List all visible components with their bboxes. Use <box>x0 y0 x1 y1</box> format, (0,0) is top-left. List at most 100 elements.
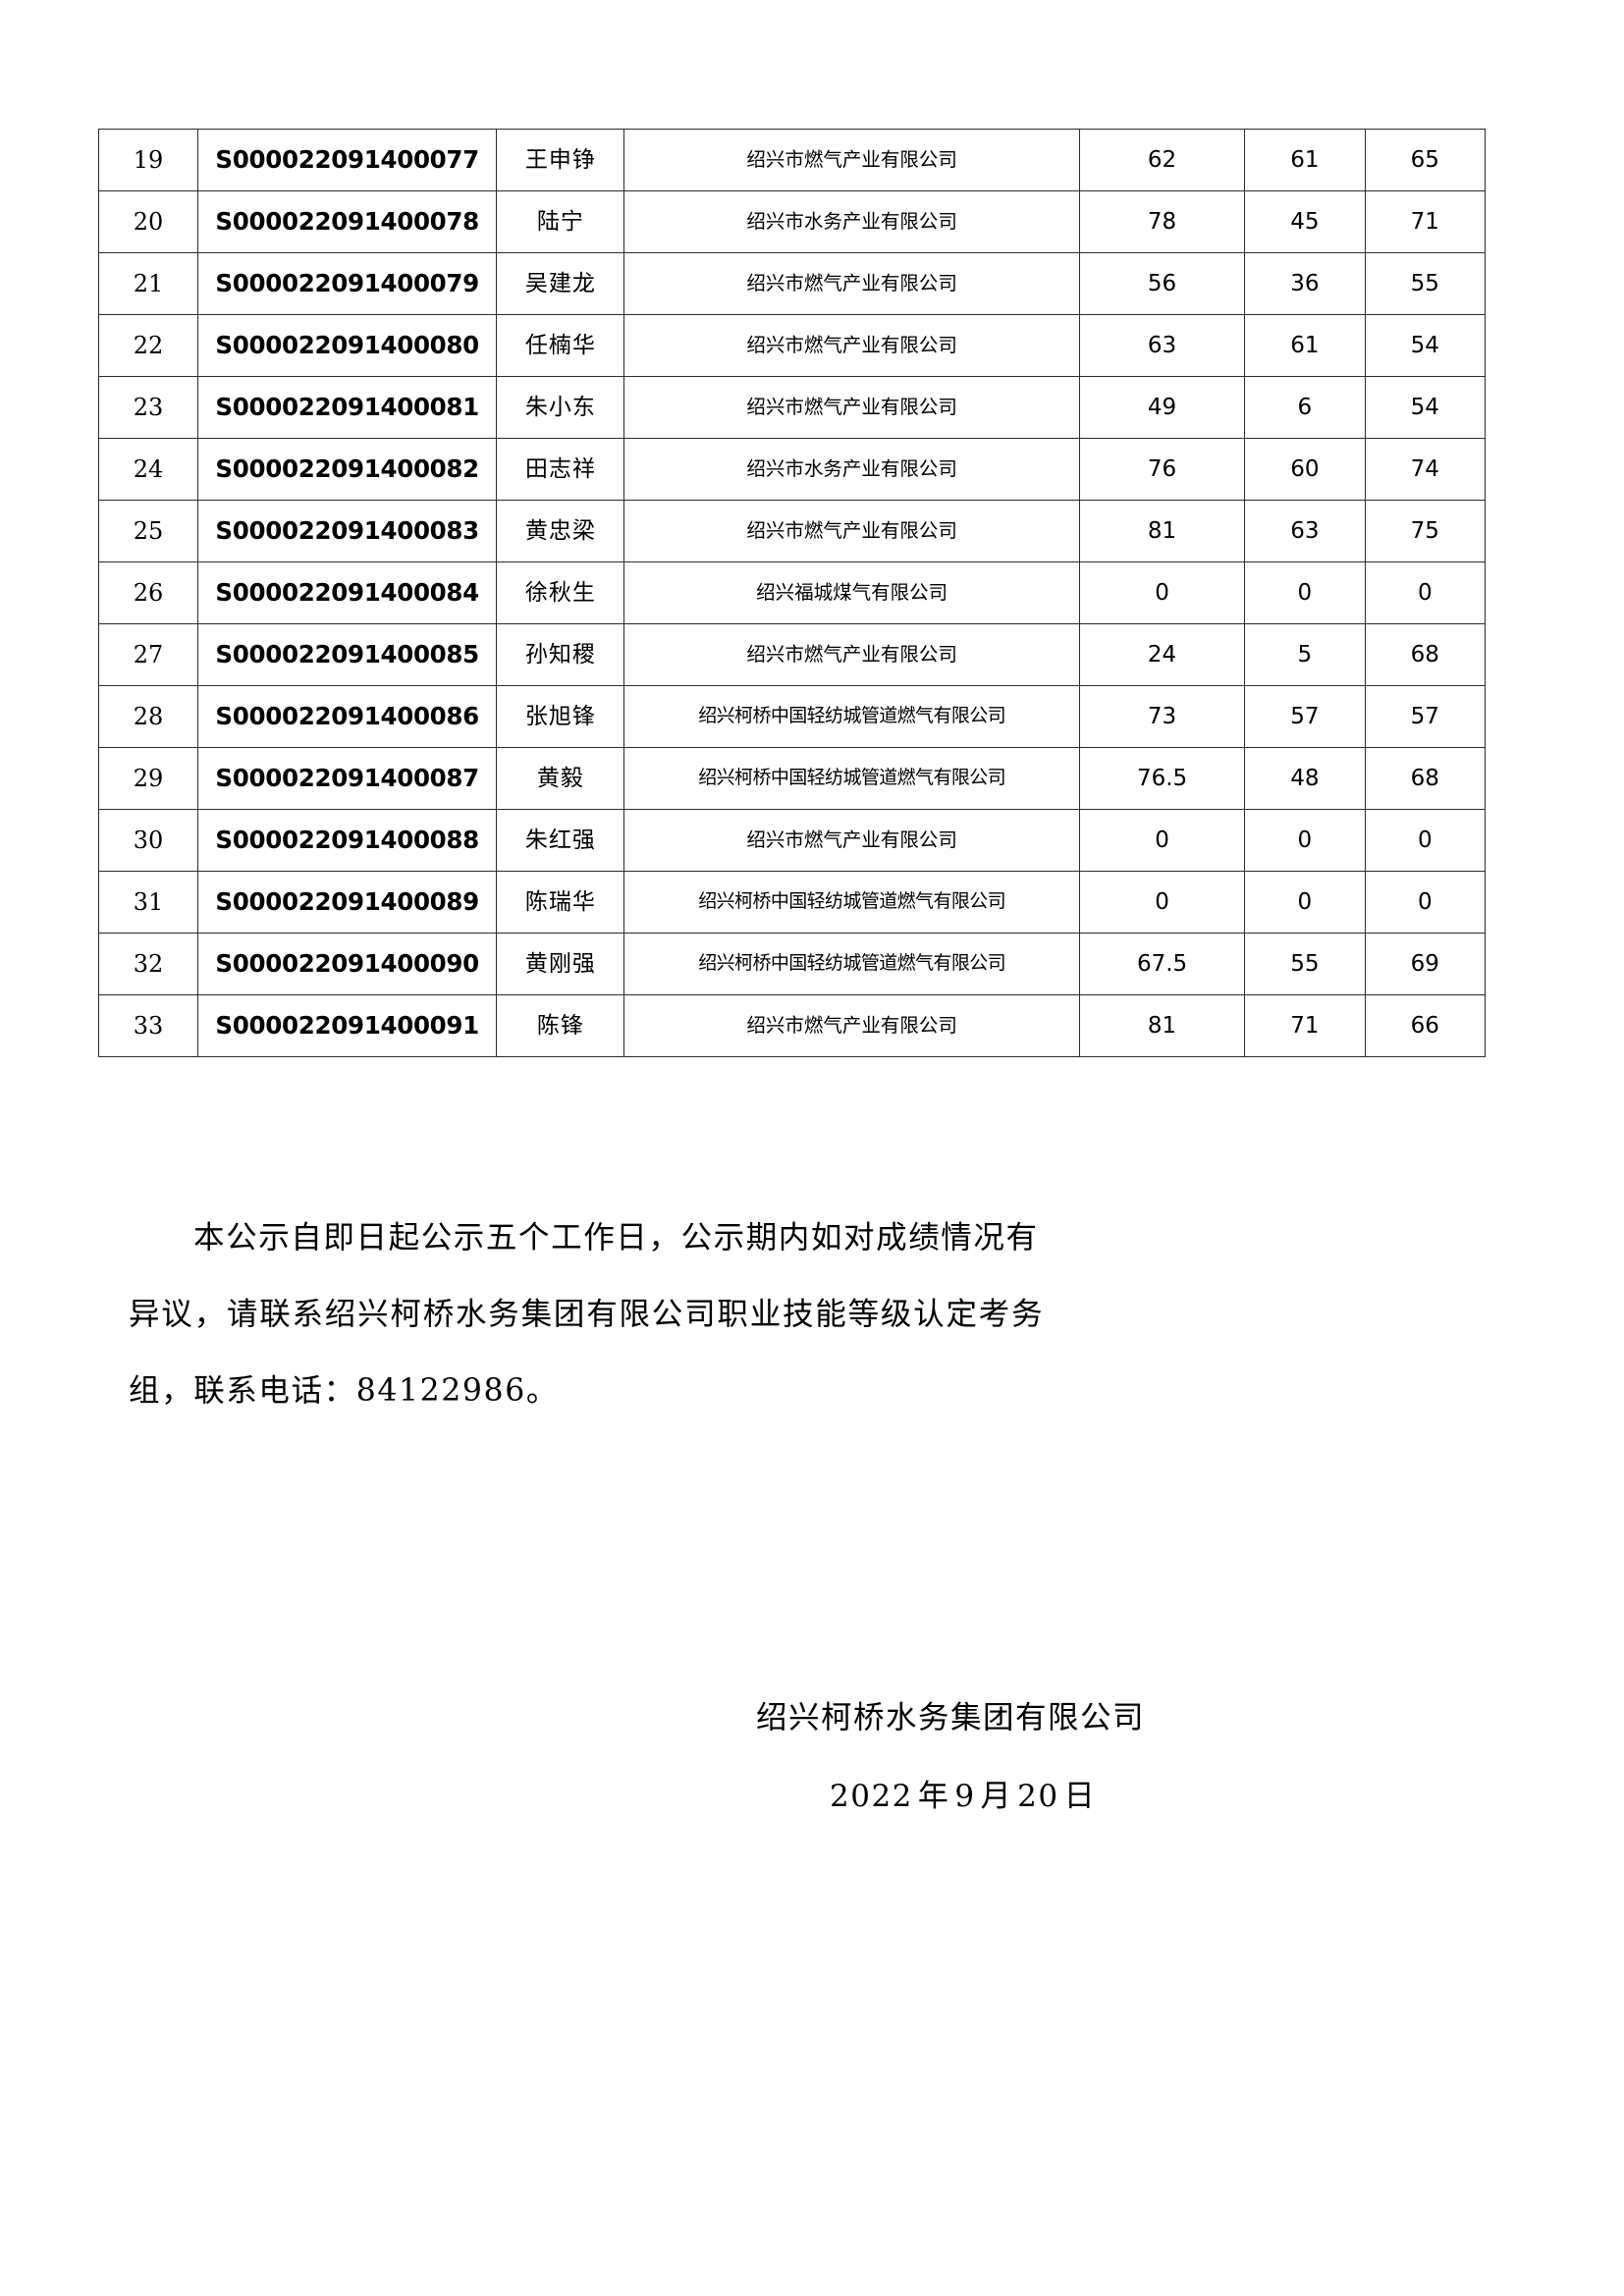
score-skill-cell: 61 <box>1244 314 1366 377</box>
row-index: 24 <box>133 455 164 483</box>
notice-line-3: 组，联系电话：84122986。 <box>129 1373 559 1409</box>
exam-number: S000022091400079 <box>215 268 479 297</box>
company-name: 绍兴柯桥中国轻纺城管道燃气有限公司 <box>698 890 1006 913</box>
score-skill-cell: 48 <box>1244 747 1366 810</box>
candidate-name: 徐秋生 <box>524 579 596 606</box>
company-name: 绍兴福城煤气有限公司 <box>756 580 948 604</box>
table-row: 33 S000022091400091 陈锋 绍兴市燃气产业有限公司 81 71 66 <box>98 994 1487 1057</box>
score-theory-cell: 63 <box>1078 314 1246 377</box>
row-index-cell: 22 <box>98 314 198 377</box>
notice-line-1: 本公示自即日起公示五个工作日，公示期内如对成绩情况有 <box>193 1220 1039 1255</box>
table-row: 25 S000022091400083 黄忠梁 绍兴市燃气产业有限公司 81 63 75 <box>98 500 1487 562</box>
score-skill-cell: 63 <box>1244 500 1366 562</box>
score-theory-cell: 76.5 <box>1078 747 1246 810</box>
company-name-cell: 绍兴市燃气产业有限公司 <box>623 376 1080 439</box>
score-theory-cell: 0 <box>1078 871 1246 934</box>
company-name-cell: 绍兴柯桥中国轻纺城管道燃气有限公司 <box>623 871 1080 934</box>
issue-date: 2022 年 9 月 20 日 <box>830 1771 1101 1815</box>
table-row: 32 S000022091400090 黄刚强 绍兴柯桥中国轻纺城管道燃气有限公司 67… <box>98 933 1487 995</box>
score-total-cell: 57 <box>1364 685 1487 748</box>
score-skill-cell: 55 <box>1244 933 1366 995</box>
score-total-cell: 68 <box>1364 623 1487 686</box>
score-theory-cell: 81 <box>1078 994 1246 1057</box>
score-theory-cell: 78 <box>1078 190 1246 253</box>
row-index: 25 <box>133 517 164 545</box>
score-skill: 60 <box>1290 455 1320 482</box>
issue-date-month: 9 <box>954 1779 976 1814</box>
score-skill-cell: 0 <box>1244 561 1366 624</box>
candidate-name-cell: 朱小东 <box>496 376 625 439</box>
candidate-name: 朱小东 <box>524 394 596 420</box>
score-skill: 5 <box>1297 641 1313 667</box>
score-skill: 6 <box>1297 394 1313 420</box>
company-name-cell: 绍兴市燃气产业有限公司 <box>623 500 1080 562</box>
score-total-cell: 74 <box>1364 438 1487 501</box>
score-skill: 61 <box>1290 332 1320 358</box>
score-total: 68 <box>1410 641 1439 667</box>
score-theory-cell: 62 <box>1078 129 1246 191</box>
exam-number-cell: S000022091400077 <box>196 129 498 191</box>
score-theory: 76.5 <box>1136 765 1188 791</box>
score-theory-cell: 24 <box>1078 623 1246 686</box>
score-skill-cell: 61 <box>1244 129 1366 191</box>
issue-date-month-unit: 月 <box>980 1779 1013 1814</box>
table-row: 27 S000022091400085 孙知稷 绍兴市燃气产业有限公司 24 5 68 <box>98 623 1487 686</box>
row-index-cell: 29 <box>98 747 198 810</box>
table-row: 20 S000022091400078 陆宁 绍兴市水务产业有限公司 78 45 71 <box>98 190 1487 253</box>
score-total: 68 <box>1410 765 1439 791</box>
score-skill-cell: 57 <box>1244 685 1366 748</box>
table-row: 29 S000022091400087 黄毅 绍兴柯桥中国轻纺城管道燃气有限公司 76.… <box>98 747 1487 810</box>
table-row: 22 S000022091400080 任楠华 绍兴市燃气产业有限公司 63 61 54 <box>98 314 1487 377</box>
company-name-cell: 绍兴福城煤气有限公司 <box>623 561 1080 624</box>
exam-number-cell: S000022091400082 <box>196 438 498 501</box>
candidate-name-cell: 黄刚强 <box>496 933 625 995</box>
company-name: 绍兴市水务产业有限公司 <box>746 209 957 233</box>
row-index-cell: 25 <box>98 500 198 562</box>
score-total-cell: 69 <box>1364 933 1487 995</box>
candidate-name: 任楠华 <box>524 332 596 358</box>
company-name-cell: 绍兴市燃气产业有限公司 <box>623 994 1080 1057</box>
company-name: 绍兴市水务产业有限公司 <box>746 456 957 480</box>
score-total-cell: 66 <box>1364 994 1487 1057</box>
score-total: 65 <box>1410 146 1439 173</box>
score-theory: 0 <box>1155 888 1169 915</box>
row-index: 29 <box>133 765 164 792</box>
score-theory-cell: 73 <box>1078 685 1246 748</box>
row-index: 30 <box>133 827 164 854</box>
score-theory: 62 <box>1147 146 1177 173</box>
company-name: 绍兴市燃气产业有限公司 <box>746 828 957 851</box>
score-theory-cell: 76 <box>1078 438 1246 501</box>
issue-date-year-unit: 年 <box>917 1779 950 1814</box>
issuing-organization: 绍兴柯桥水务集团有限公司 <box>756 1700 1146 1735</box>
company-name-cell: 绍兴市燃气产业有限公司 <box>623 314 1080 377</box>
company-name-cell: 绍兴市水务产业有限公司 <box>623 190 1080 253</box>
score-total-cell: 54 <box>1364 376 1487 439</box>
score-total: 54 <box>1410 394 1439 420</box>
row-index: 31 <box>133 888 164 916</box>
score-skill: 36 <box>1290 270 1320 296</box>
exam-number: S000022091400083 <box>215 515 479 545</box>
score-theory-cell: 0 <box>1078 561 1246 624</box>
company-name: 绍兴柯桥中国轻纺城管道燃气有限公司 <box>698 767 1006 789</box>
score-skill-cell: 0 <box>1244 871 1366 934</box>
row-index-cell: 28 <box>98 685 198 748</box>
row-index: 28 <box>133 703 164 730</box>
score-skill-cell: 45 <box>1244 190 1366 253</box>
row-index-cell: 33 <box>98 994 198 1057</box>
exam-number-cell: S000022091400078 <box>196 190 498 253</box>
candidate-name-cell: 陈锋 <box>496 994 625 1057</box>
score-table-body: 19 S000022091400077 王申铮 绍兴市燃气产业有限公司 62 61 65 20… <box>98 129 1487 1057</box>
score-total-cell: 68 <box>1364 747 1487 810</box>
row-index-cell: 20 <box>98 190 198 253</box>
company-name-cell: 绍兴市燃气产业有限公司 <box>623 809 1080 872</box>
score-skill-cell: 6 <box>1244 376 1366 439</box>
row-index-cell: 26 <box>98 561 198 624</box>
candidate-name: 田志祥 <box>524 455 596 482</box>
company-name: 绍兴市燃气产业有限公司 <box>746 147 957 171</box>
exam-number-cell: S000022091400090 <box>196 933 498 995</box>
company-name: 绍兴市燃气产业有限公司 <box>746 395 957 418</box>
company-name: 绍兴市燃气产业有限公司 <box>746 518 957 542</box>
company-name-cell: 绍兴柯桥中国轻纺城管道燃气有限公司 <box>623 933 1080 995</box>
score-skill: 57 <box>1290 703 1320 729</box>
company-name: 绍兴柯桥中国轻纺城管道燃气有限公司 <box>698 952 1006 975</box>
